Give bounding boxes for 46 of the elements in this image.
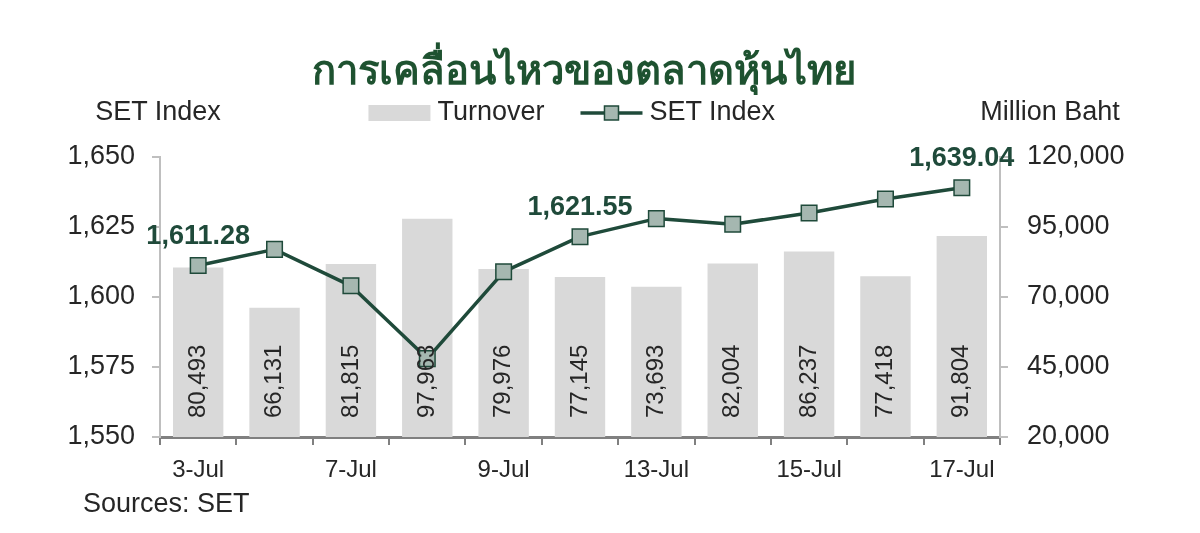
y2-tick-label: 120,000	[1027, 140, 1125, 171]
x-tick-label: 7-Jul	[324, 455, 377, 483]
data-label: 82,004	[717, 344, 745, 418]
y2-axis-title: Million Baht	[980, 96, 1121, 127]
data-label: 80,493	[182, 344, 210, 418]
data-label: 73,693	[640, 344, 668, 418]
point	[266, 240, 284, 258]
point	[800, 204, 818, 222]
x-tick-label: 13-Jul	[623, 455, 690, 483]
x-tick-label: 3-Jul	[172, 455, 225, 483]
data-label: 1,621.55	[527, 191, 633, 222]
point	[876, 190, 894, 208]
x-tick-label: 9-Jul	[477, 455, 530, 483]
point	[953, 179, 971, 197]
chart-title: การเคลื่อนไหวของตลาดหุ้นไทย	[312, 42, 856, 97]
x-tick-label: 17-Jul	[929, 455, 995, 483]
data-label: 91,804	[946, 344, 974, 418]
point	[647, 210, 665, 228]
point	[495, 263, 513, 281]
legend-label: Turnover	[437, 96, 545, 127]
y2-tick-label: 20,000	[1027, 420, 1110, 451]
data-label: 77,145	[564, 344, 592, 418]
point	[571, 228, 589, 246]
point	[724, 215, 742, 233]
x-tick-label: 15-Jul	[776, 455, 842, 483]
legend-label: SET Index	[649, 96, 776, 127]
source-note: Sources: SET	[83, 488, 250, 519]
data-label: 86,237	[793, 344, 821, 418]
point	[189, 256, 207, 274]
data-label: 77,418	[870, 344, 898, 418]
data-label: 66,131	[259, 344, 287, 418]
y2-tick-label: 70,000	[1027, 280, 1110, 311]
y-axis-title: SET Index	[95, 96, 222, 127]
data-label: 1,611.28	[146, 219, 250, 250]
y-tick-label: 1,625	[67, 210, 135, 241]
y-tick-label: 1,575	[67, 350, 135, 381]
data-label: 81,815	[335, 344, 363, 418]
y-tick-label: 1,550	[67, 420, 135, 451]
point	[342, 277, 360, 295]
data-label: 1,639.04	[909, 142, 1015, 173]
y-tick-label: 1,600	[67, 280, 135, 311]
y2-tick-label: 95,000	[1027, 210, 1110, 241]
data-label: 97,963	[411, 344, 439, 418]
y2-tick-label: 45,000	[1027, 350, 1110, 381]
data-label: 79,976	[488, 344, 516, 418]
y-tick-label: 1,650	[67, 140, 135, 171]
